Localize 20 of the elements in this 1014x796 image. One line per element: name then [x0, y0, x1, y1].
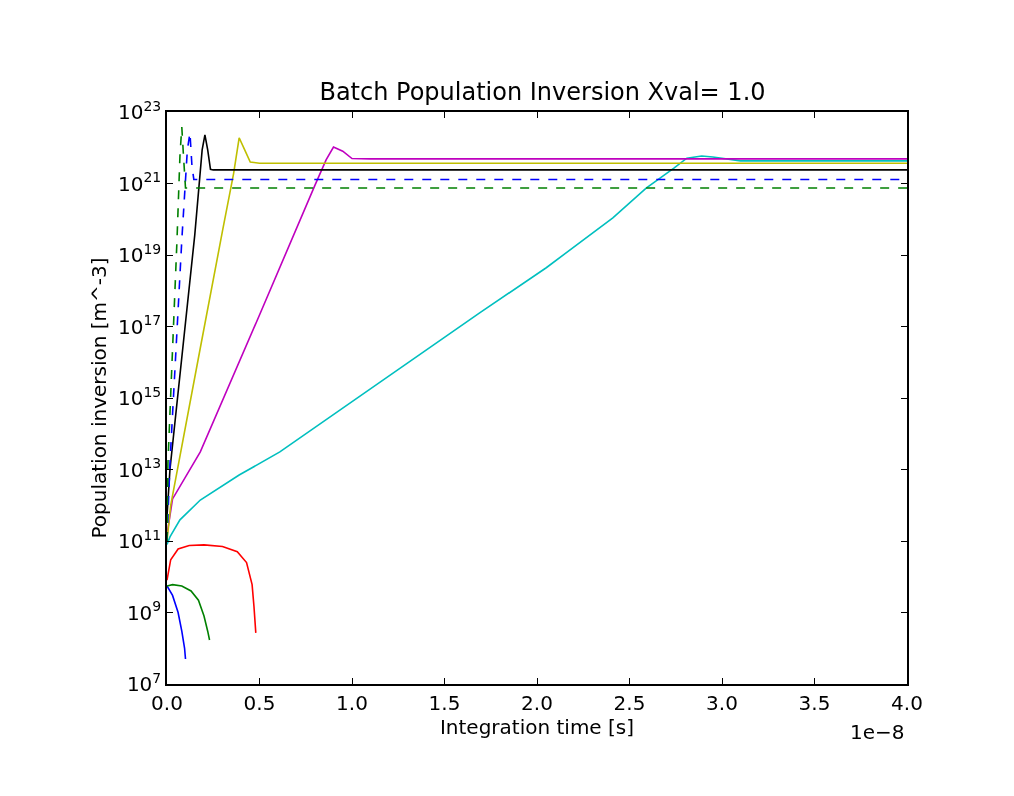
- y-tick-label: 10$^{13}$: [117, 455, 162, 482]
- x-axis-title: Integration time [s]: [439, 714, 635, 739]
- x-tick-label: 2.5: [613, 690, 646, 715]
- x-tick-label: 2.0: [521, 690, 553, 715]
- text: 1e−8: [850, 720, 905, 744]
- y-tick-label: 10$^{9}$: [126, 598, 162, 625]
- y-tick-label: 10$^{15}$: [117, 383, 162, 410]
- y-tick-label: 10$^{17}$: [117, 312, 162, 339]
- y-tick-label: 10$^{23}$: [117, 97, 162, 124]
- y-tick-label: 10$^{19}$: [117, 240, 162, 267]
- chart-title: Batch Population Inversion Xval= 1.0: [319, 77, 766, 106]
- x-tick-label: 1.5: [428, 690, 461, 715]
- x-tick-label: 3.0: [706, 690, 738, 715]
- x-tick-label: 3.5: [798, 690, 831, 715]
- x-tick-label: 0.5: [243, 690, 276, 715]
- x-tick-label: 4.0: [891, 690, 923, 715]
- y-axis-title: Population inversion [m^-3]: [86, 257, 111, 539]
- y-tick-label: 10$^{11}$: [117, 526, 162, 553]
- x-tick-label: 1.0: [336, 690, 368, 715]
- y-tick-label: 10$^{21}$: [117, 169, 162, 196]
